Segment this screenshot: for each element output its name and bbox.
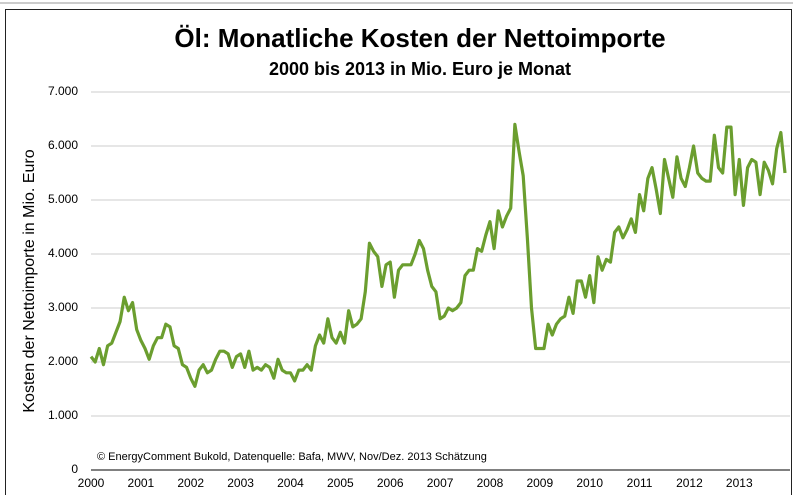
x-tick-label: 2007 [427,476,454,490]
x-tick-label: 2008 [477,476,504,490]
x-tick-label: 2006 [377,476,404,490]
x-tick-label: 2004 [277,476,304,490]
y-tick-label: 1.000 [48,408,78,422]
y-tick-label: 5.000 [48,192,78,206]
x-tick-label: 2000 [78,476,105,490]
x-tick-label: 2011 [627,476,653,490]
x-tick-label: 2003 [227,476,254,490]
annotation: © EnergyComment Bukold, Datenquelle: Baf… [97,451,487,463]
y-tick-label: 2.000 [48,354,78,368]
y-tick-label: 0 [71,462,78,476]
frame [5,9,792,495]
x-tick-label: 2012 [676,476,703,490]
x-tick-label: 2005 [327,476,354,490]
x-tick-label: 2001 [128,476,155,490]
y-tick-label: 6.000 [48,138,78,152]
chart-title: Öl: Monatliche Kosten der Nettoimporte [174,23,665,53]
y-tick-label: 3.000 [48,300,78,314]
x-tick-label: 2013 [726,476,753,490]
y-axis-label: Kosten der Nettoimporte in Mio. Euro [21,149,38,412]
y-tick-label: 4.000 [48,246,78,260]
x-tick-label: 2010 [576,476,603,490]
x-tick-label: 2009 [526,476,553,490]
data-line [89,122,787,388]
y-tick-label: 7.000 [48,84,78,98]
x-tick-label: 2002 [177,476,204,490]
chart-subtitle: 2000 bis 2013 in Mio. Euro je Monat [269,59,571,79]
